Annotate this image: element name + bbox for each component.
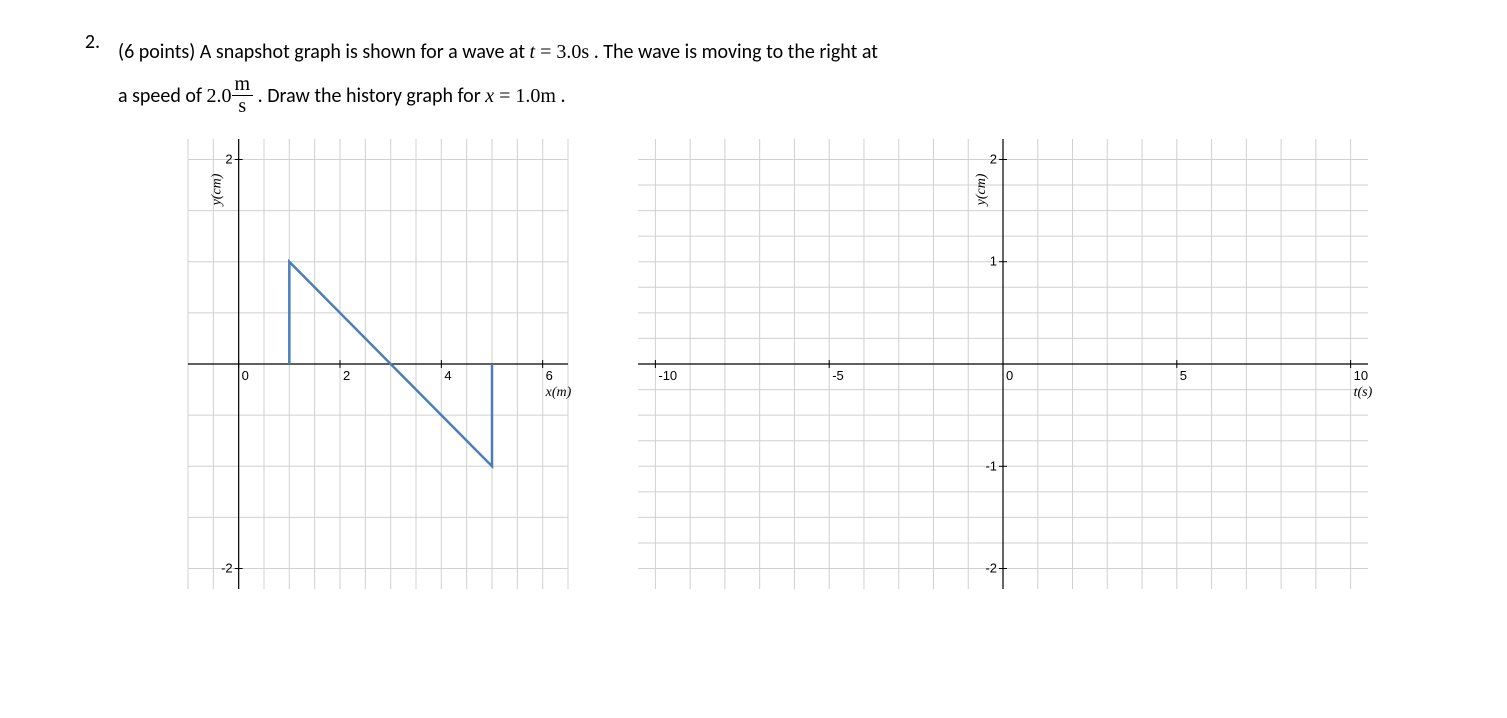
svg-text:2: 2 [225,151,232,166]
val-x: 1.0 [515,85,540,107]
svg-text:-10: -10 [658,368,677,383]
snapshot-chart-svg: 0 2 4 6 -2 2 x(m) y(cm) [118,129,578,609]
points-label: (6 points) [118,40,200,64]
eq-t: = [535,41,556,63]
text-segment-3: a speed of [118,84,207,108]
text-segment-5: . [556,84,566,108]
svg-text:y(cm): y(cm) [974,173,989,207]
svg-text:-2: -2 [985,560,997,575]
question-body: (6 points) A snapshot graph is shown for… [118,30,1457,609]
svg-text:0: 0 [242,368,249,383]
svg-text:5: 5 [1180,368,1187,383]
var-x: x [485,85,494,107]
svg-text:2: 2 [990,151,997,166]
question-text: (6 points) A snapshot graph is shown for… [118,30,1457,119]
unit-x: m [540,85,556,107]
svg-text:1: 1 [990,253,997,268]
snapshot-chart: 0 2 4 6 -2 2 x(m) y(cm) [118,129,578,609]
speed-value: 2.0 [207,85,232,107]
svg-text:-2: -2 [221,560,233,575]
svg-text:-5: -5 [832,368,844,383]
charts-row: 0 2 4 6 -2 2 x(m) y(cm) -10 -5 0 5 10 -2 -1 1 2 t(s) y(cm… [118,129,1457,609]
frac-den: s [232,96,254,117]
frac-num: m [232,74,254,96]
text-segment-4: . Draw the history graph for [253,84,485,108]
history-chart-svg: -10 -5 0 5 10 -2 -1 1 2 t(s) y(cm) [618,129,1378,609]
svg-text:4: 4 [444,368,451,383]
history-chart: -10 -5 0 5 10 -2 -1 1 2 t(s) y(cm) [618,129,1378,609]
val-t: 3.0 [556,41,581,63]
svg-text:0: 0 [1006,368,1013,383]
speed-fraction: ms [232,74,254,117]
text-segment-2: . The wave is moving to the right at [589,40,878,64]
svg-text:2: 2 [343,368,350,383]
svg-text:6: 6 [546,368,553,383]
question-number: 2. [50,30,118,54]
text-segment-1: A snapshot graph is shown for a wave at [200,40,530,64]
question-block: 2. (6 points) A snapshot graph is shown … [50,30,1457,609]
svg-text:10: 10 [1354,368,1368,383]
eq-x: = [494,85,515,107]
svg-text:t(s): t(s) [1354,385,1373,400]
svg-text:-1: -1 [985,458,997,473]
svg-text:y(cm): y(cm) [210,173,225,207]
svg-text:x(m): x(m) [545,385,572,400]
